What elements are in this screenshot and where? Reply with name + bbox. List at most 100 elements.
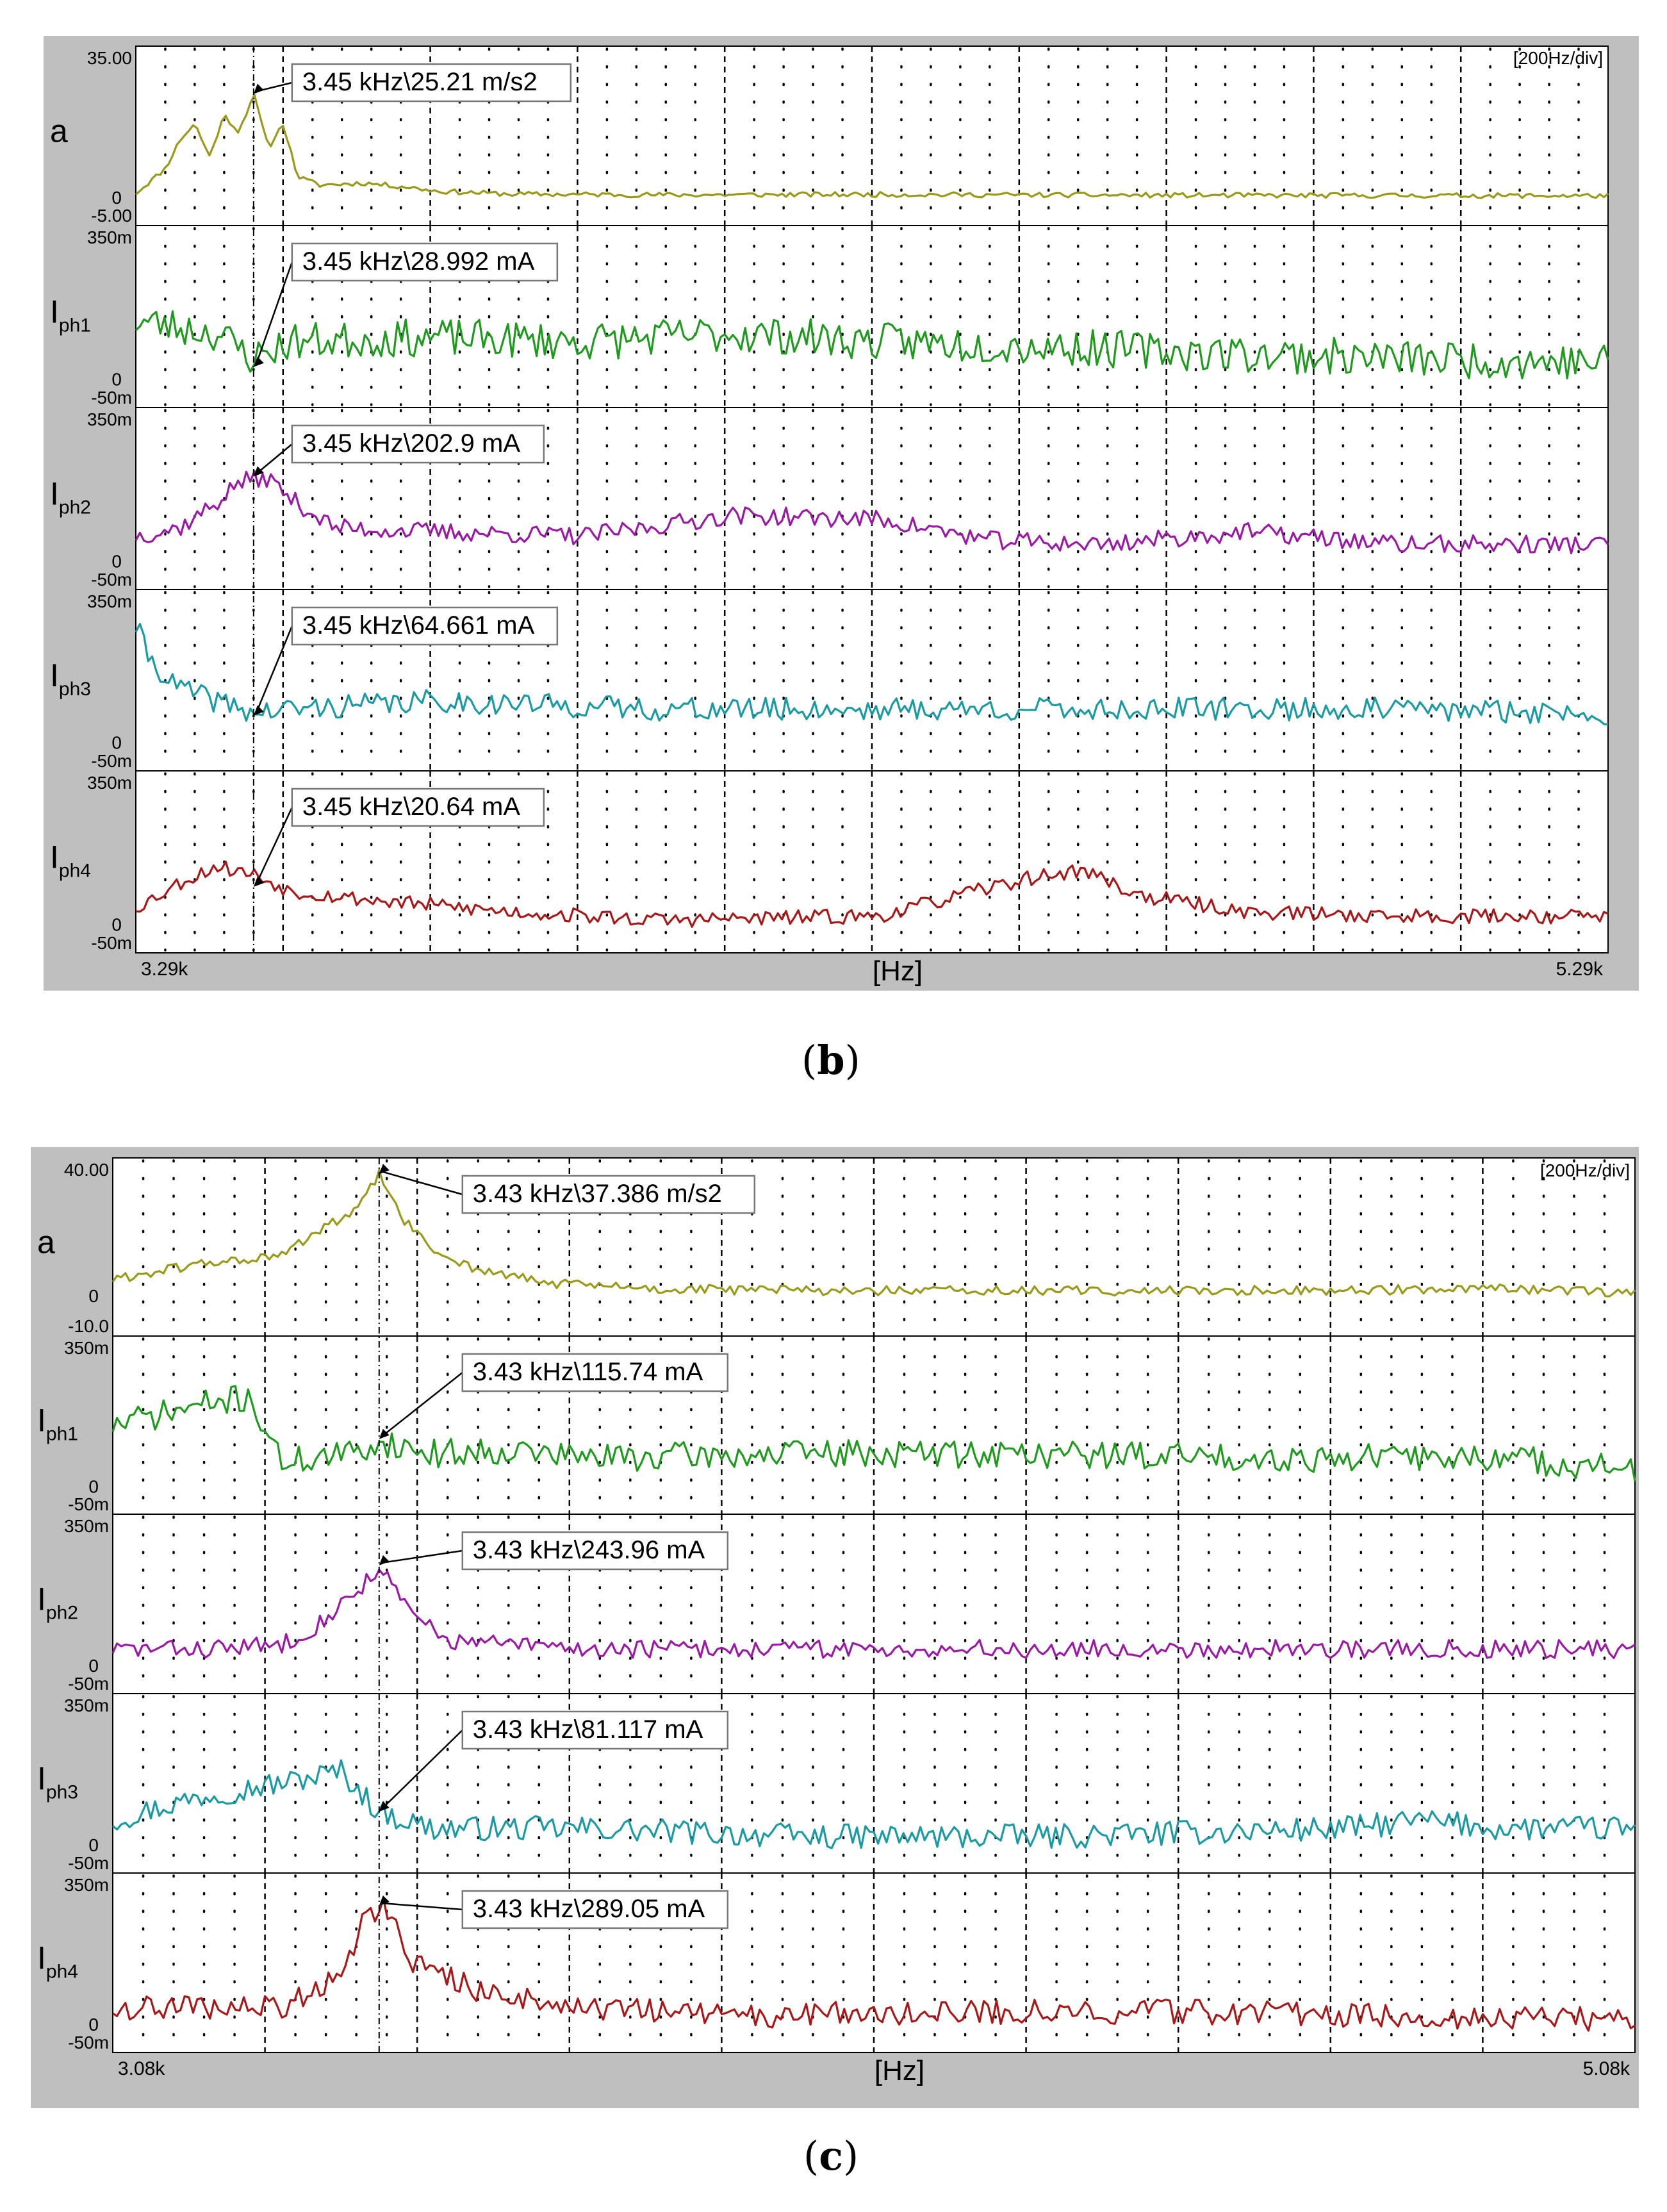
x-axis-label: [Hz] [875, 2055, 924, 2086]
panel-area [112, 1872, 1636, 2053]
annotation-leader [381, 1729, 463, 1810]
annotation-arrowhead [379, 1801, 390, 1812]
annotation-box [461, 1531, 729, 1571]
annotation-arrowhead [379, 1555, 390, 1565]
annotation-box [461, 1710, 729, 1750]
y-zero-label: 0 [88, 1476, 99, 1496]
y-bottom-label: -50m [91, 570, 132, 590]
minor-grid [164, 227, 1580, 406]
panel-area [112, 1693, 1636, 1874]
series-subscript: ph1 [59, 315, 91, 336]
caption-close: ) [844, 1037, 860, 1084]
div-label: [200Hz/div] [1513, 48, 1603, 68]
series-subscript: ph3 [46, 1782, 78, 1803]
y-bottom-label: -50m [68, 1494, 109, 1514]
series-line-a [111, 1169, 1636, 1298]
panel-area [112, 1335, 1636, 1515]
annotation-text: 3.45 kHz\25.21 m/s2 [302, 68, 538, 96]
caption-b: (b) [801, 1037, 860, 1084]
annotation-arrowhead [253, 83, 264, 94]
annotation-text: 3.43 kHz\243.96 mA [473, 1536, 705, 1564]
y-top-label: 40.00 [64, 1160, 109, 1180]
caption-letter: c [819, 2133, 843, 2179]
annotation-box [291, 606, 559, 646]
y-bottom-label: -50m [91, 388, 132, 408]
series-subscript: ph2 [59, 497, 91, 518]
series-name-a: a [50, 113, 68, 149]
annotation-text: 3.45 kHz\64.661 mA [302, 611, 535, 640]
x-end-label: 5.29k [1556, 959, 1604, 980]
x-start-label: 3.08k [118, 2058, 165, 2079]
annotation-arrowhead [379, 1895, 390, 1906]
minor-grid [164, 47, 1580, 224]
series-subscript: ph1 [46, 1424, 78, 1445]
minor-grid [164, 591, 1580, 770]
series-line-ph2 [135, 470, 1609, 555]
annotation-text: 3.45 kHz\20.64 mA [302, 793, 520, 821]
minor-grid [164, 409, 1580, 588]
annotation-arrowhead [253, 356, 264, 367]
annotation-leader [381, 1549, 463, 1564]
series-line-ph4 [135, 861, 1609, 928]
y-bottom-label: -50m [91, 751, 132, 771]
series-subscript: ph4 [46, 1961, 78, 1983]
caption-open: ( [803, 2133, 819, 2179]
annotation-text: 3.43 kHz\37.386 m/s2 [473, 1180, 722, 1208]
y-bottom-label: -50m [68, 2033, 109, 2052]
annotation-arrowhead [253, 705, 264, 716]
annotation-arrowhead [253, 466, 264, 477]
minor-grid [142, 1874, 1606, 2051]
series-line-ph1 [135, 310, 1609, 380]
div-label: [200Hz/div] [1540, 1160, 1630, 1180]
caption-open: ( [801, 1037, 817, 1084]
annotation-arrowhead [379, 1164, 390, 1175]
series-line-ph2 [111, 1569, 1636, 1659]
x-axis-label: [Hz] [873, 955, 923, 987]
y-top-label: 350m [64, 1338, 109, 1358]
y-zero-label: 0 [88, 1656, 99, 1676]
minor-grid [142, 1695, 1606, 1872]
annotation-box [461, 1353, 729, 1392]
annotation-text: 3.45 kHz\202.9 mA [302, 429, 520, 458]
minor-grid [164, 772, 1580, 952]
y-bottom-label: -50m [68, 1853, 109, 1873]
y-top-label: 350m [64, 1875, 109, 1895]
panel-area [112, 1514, 1636, 1694]
annotation-box [461, 1175, 756, 1214]
annotation-leader [255, 625, 293, 714]
annotation-text: 3.43 kHz\81.117 mA [473, 1715, 703, 1744]
y-bottom-label: -10.0 [68, 1316, 109, 1336]
caption-close: ) [842, 2133, 859, 2179]
y-zero-label: 0 [88, 1835, 99, 1855]
y-top-label: 350m [64, 1696, 109, 1715]
annotation-leader [255, 807, 293, 885]
series-line-ph4 [112, 1897, 1636, 2032]
series-subscript: ph4 [59, 860, 91, 881]
annotation-leader [255, 261, 293, 365]
annotation-box [291, 242, 559, 282]
series-line-ph3 [111, 1759, 1636, 1849]
minor-grid [142, 1515, 1606, 1692]
x-start-label: 3.29k [141, 959, 188, 980]
series-line-ph3 [135, 623, 1609, 726]
annotation-text: 3.43 kHz\289.05 mA [473, 1895, 705, 1923]
annotation-arrowhead [253, 877, 264, 887]
y-zero-label: 0 [111, 733, 122, 753]
panel-area [112, 1157, 1636, 1337]
y-zero-label: 0 [111, 370, 122, 390]
panel-a: 40.00 -10.0 0 a 3.43 kHz\37.386 m/s2 [37, 1157, 1636, 1337]
y-top-label: 350m [87, 409, 132, 429]
series-line-a [135, 94, 1609, 199]
panel-a: 35.00 -5.000 a 3.45 kHz\25.21 m/s2 [50, 45, 1609, 226]
caption-letter: b [817, 1037, 845, 1084]
annotation-arrowhead [379, 1428, 390, 1439]
